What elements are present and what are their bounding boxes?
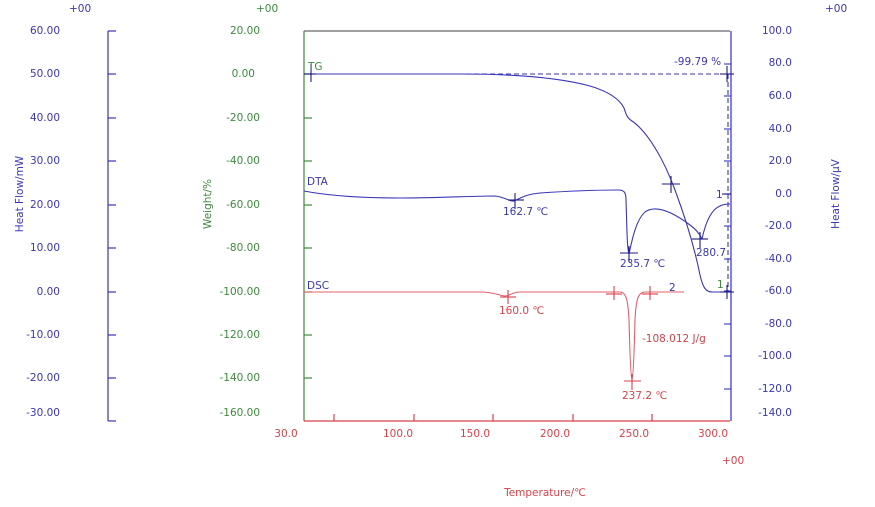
tick-label: -20.00 [226,112,260,124]
tick-label: -60.0 [764,285,792,297]
tick-label: 50.00 [29,68,60,80]
tick-label: 20.0 [768,155,792,167]
temperature-axis [304,414,730,422]
marker-dsc-2: 2 [669,282,676,294]
annotation-dta-peak-2: 235.7 ℃ [620,258,666,270]
series-label-dsc: DSC [307,280,330,292]
heat-flow-uv-exponent: +00 [825,3,848,15]
tick-label: 100.0 [761,25,792,37]
heat-flow-mw-axis [107,30,116,422]
tick-label: -60.00 [226,199,260,211]
tick-label: -160.00 [219,407,260,419]
tick-label: 250.0 [618,428,650,440]
marker-dta-1: 1 [716,189,723,201]
heat-flow-uv-axis-title: Heat Flow/µV [830,159,842,229]
tick-label: 80.0 [768,57,792,69]
tick-label: -120.00 [219,329,260,341]
tick-label: 300.0 [697,428,729,440]
tick-label: -140.0 [758,407,792,419]
tick-label: 0.0 [775,188,792,200]
tick-label: 20.00 [29,199,60,211]
tick-label: 40.00 [29,112,60,124]
tick-label: 30.00 [29,155,60,167]
dsc-curve [304,291,684,381]
tick-label: -80.00 [226,242,260,254]
heat-flow-mw-axis-title: Heat Flow/mW [14,155,26,233]
weight-axis-title: Weight/% [202,178,214,230]
weight-exponent: +00 [256,3,279,15]
tick-label: 150.0 [459,428,491,440]
tick-label: -140.00 [219,372,260,384]
tick-label: 200.0 [539,428,571,440]
annotation-tg-mass-loss: -99.79 % [674,56,722,68]
annotation-dsc-peak-2: 237.2 ℃ [622,390,668,402]
tick-label: 60.00 [29,25,60,37]
marker-tg-1: 1 [717,279,724,291]
tick-label: -120.0 [758,383,792,395]
temperature-axis-title: Temperature/℃ [504,487,586,499]
tick-label: 40.0 [768,123,792,135]
tick-label: -100.0 [758,350,792,362]
tick-label: -30.00 [26,407,60,419]
tick-label: -80.0 [764,318,792,330]
tick-label: 20.00 [229,25,260,37]
temperature-exponent: +00 [722,455,745,467]
tick-label: -100.00 [219,286,260,298]
series-label-dta: DTA [307,176,328,188]
tick-label: 0.00 [36,286,60,298]
tick-label: -40.00 [226,155,260,167]
tick-label: -20.0 [764,220,792,232]
heat-flow-mw-exponent: +00 [69,3,92,15]
tg-loss-guides [450,73,729,292]
tick-label: 60.0 [768,90,792,102]
annotation-dta-peak-1: 162.7 ℃ [503,206,549,218]
tg-curve [304,73,730,293]
tick-label: -20.00 [26,372,60,384]
tick-label: 10.00 [29,242,60,254]
weight-axis [303,31,312,421]
annotation-dsc-peak-1: 160.0 ℃ [499,305,545,317]
annotation-dsc-enthalpy: -108.012 J/g [642,333,706,345]
annotation-dta-peak-3: 280.7 [696,247,727,259]
tick-label: -40.0 [764,253,792,265]
series-label-tg: TG [308,61,323,73]
tick-label: -10.00 [26,329,60,341]
tick-label: 100.0 [382,428,414,440]
tick-label: 0.00 [231,68,255,80]
tick-label: 30.0 [274,428,298,440]
